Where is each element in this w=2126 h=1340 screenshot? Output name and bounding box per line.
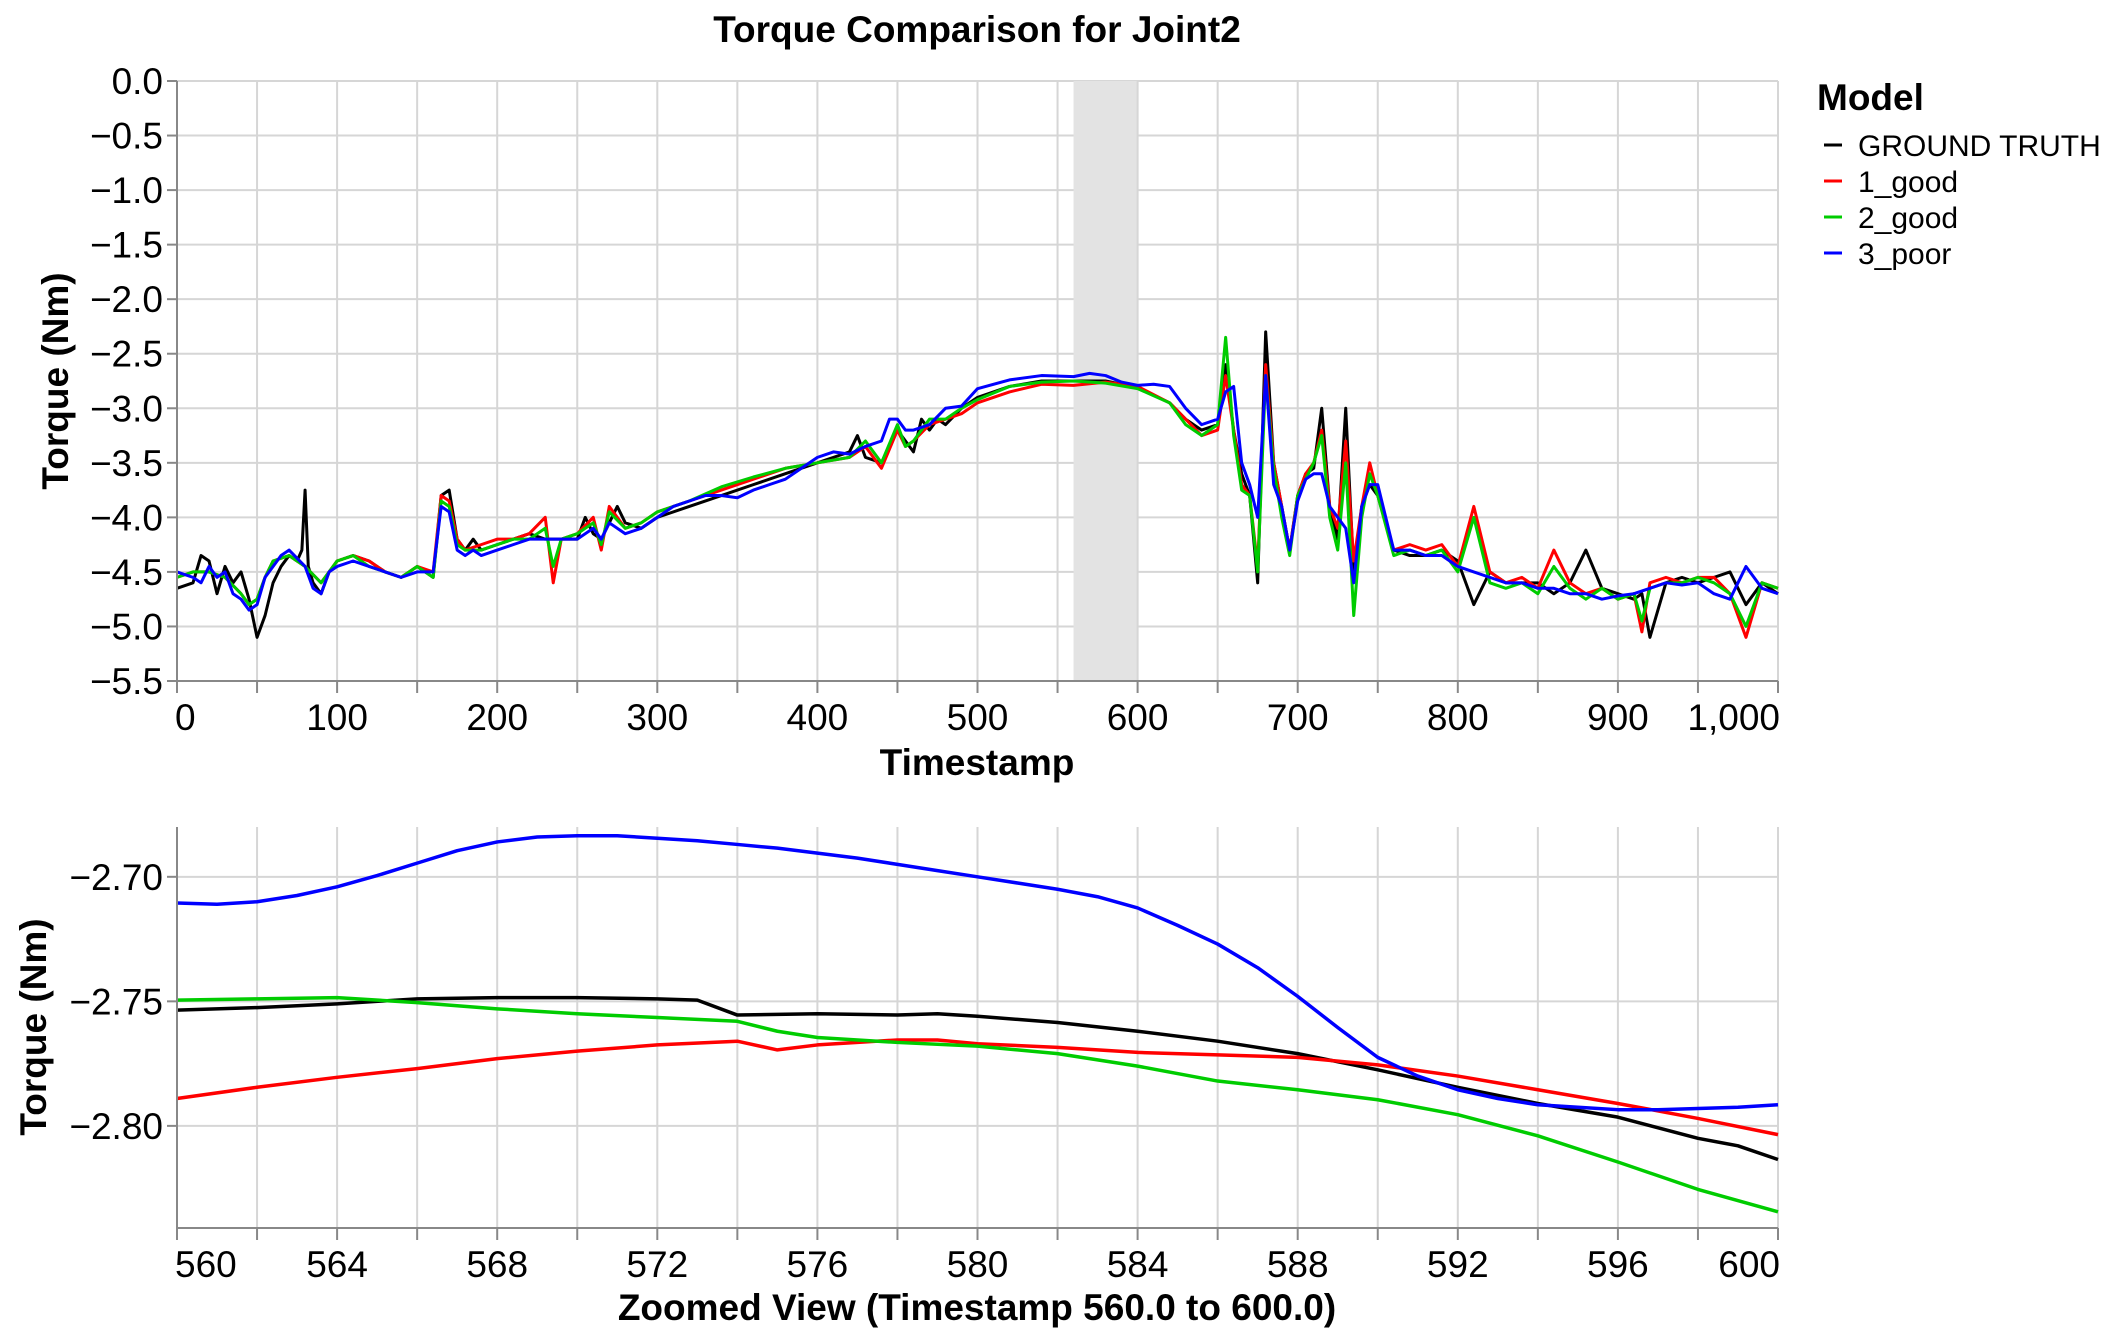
x-tick-label: 300 (626, 697, 688, 738)
x-tick-label: 500 (947, 697, 1009, 738)
y-tick-label: −1.0 (90, 170, 163, 211)
x-tick-label: 592 (1427, 1244, 1489, 1285)
series-line-2-good (176, 995, 1779, 1214)
x-tick-label: 800 (1427, 697, 1489, 738)
main-x-axis-title: Timestamp (880, 742, 1075, 783)
series-line-1-good (176, 363, 1779, 639)
y-tick-label: 0.0 (112, 61, 163, 102)
x-tick-label: 572 (626, 1244, 688, 1285)
legend-title: Model (1817, 77, 1924, 118)
y-tick-label: −5.5 (90, 661, 163, 702)
y-tick-label: −2.70 (69, 857, 163, 898)
y-tick-label: −5.0 (90, 606, 163, 647)
x-tick-label: 1,000 (1687, 697, 1780, 738)
legend-label: 2_good (1858, 202, 1958, 235)
x-tick-label: 580 (947, 1244, 1009, 1285)
zoom-grid (176, 827, 1779, 1228)
main-y-axis-title: Torque (Nm) (35, 272, 76, 489)
x-tick-label: 596 (1587, 1244, 1649, 1285)
series-line-3-poor (176, 371, 1779, 612)
zoom-x-axis-title: Zoomed View (Timestamp 560.0 to 600.0) (618, 1287, 1336, 1328)
x-tick-label: 200 (466, 697, 528, 738)
y-tick-label: −3.0 (90, 388, 163, 429)
series-line-2-good (176, 335, 1779, 628)
series-line-3-poor (176, 833, 1779, 1112)
y-tick-label: −4.0 (90, 497, 163, 538)
main-tick-labels: 0.0 −0.5 −1.0 −1.5 −2.0 −2.5 −3.0 −3.5 −4.0 −4.5 −… (90, 61, 1780, 738)
y-tick-label: −3.5 (90, 443, 163, 484)
x-tick-label: 0 (175, 697, 196, 738)
y-tick-label: −4.5 (90, 552, 163, 593)
x-tick-label: 400 (787, 697, 849, 738)
zoom-tick-labels: −2.70 −2.75 −2.80 560 564 568 572 576 580 584 588 5… (69, 857, 1780, 1285)
chart-title: Torque Comparison for Joint2 (713, 9, 1241, 50)
x-tick-label: 568 (466, 1244, 528, 1285)
x-tick-label: 564 (306, 1244, 368, 1285)
x-tick-label: 900 (1587, 697, 1649, 738)
legend-label: 3_poor (1858, 238, 1951, 271)
y-tick-label: −1.5 (90, 225, 163, 266)
series-line-1-good (176, 1038, 1779, 1137)
y-tick-label: −2.5 (90, 334, 163, 375)
main-axes (167, 80, 1779, 693)
zoom-y-axis-title: Torque (Nm) (13, 918, 54, 1135)
legend-label: GROUND TRUTH (1858, 130, 2101, 163)
x-tick-label: 600 (1107, 697, 1169, 738)
x-tick-label: 600 (1718, 1244, 1780, 1285)
x-tick-label: 576 (787, 1244, 849, 1285)
y-tick-label: −2.0 (90, 279, 163, 320)
main-plot-lines (176, 330, 1779, 639)
zoom-plot-lines (176, 833, 1779, 1214)
x-tick-label: 100 (306, 697, 368, 738)
y-tick-label: −2.80 (69, 1106, 163, 1147)
y-tick-label: −2.75 (69, 981, 163, 1022)
x-tick-label: 588 (1267, 1244, 1329, 1285)
main-grid-vertical (176, 81, 1779, 681)
legend-label: 1_good (1858, 166, 1958, 199)
zoom-axes (167, 827, 1779, 1240)
x-tick-label: 584 (1107, 1244, 1169, 1285)
x-tick-label: 560 (175, 1244, 237, 1285)
x-tick-label: 700 (1267, 697, 1329, 738)
y-tick-label: −0.5 (90, 116, 163, 157)
